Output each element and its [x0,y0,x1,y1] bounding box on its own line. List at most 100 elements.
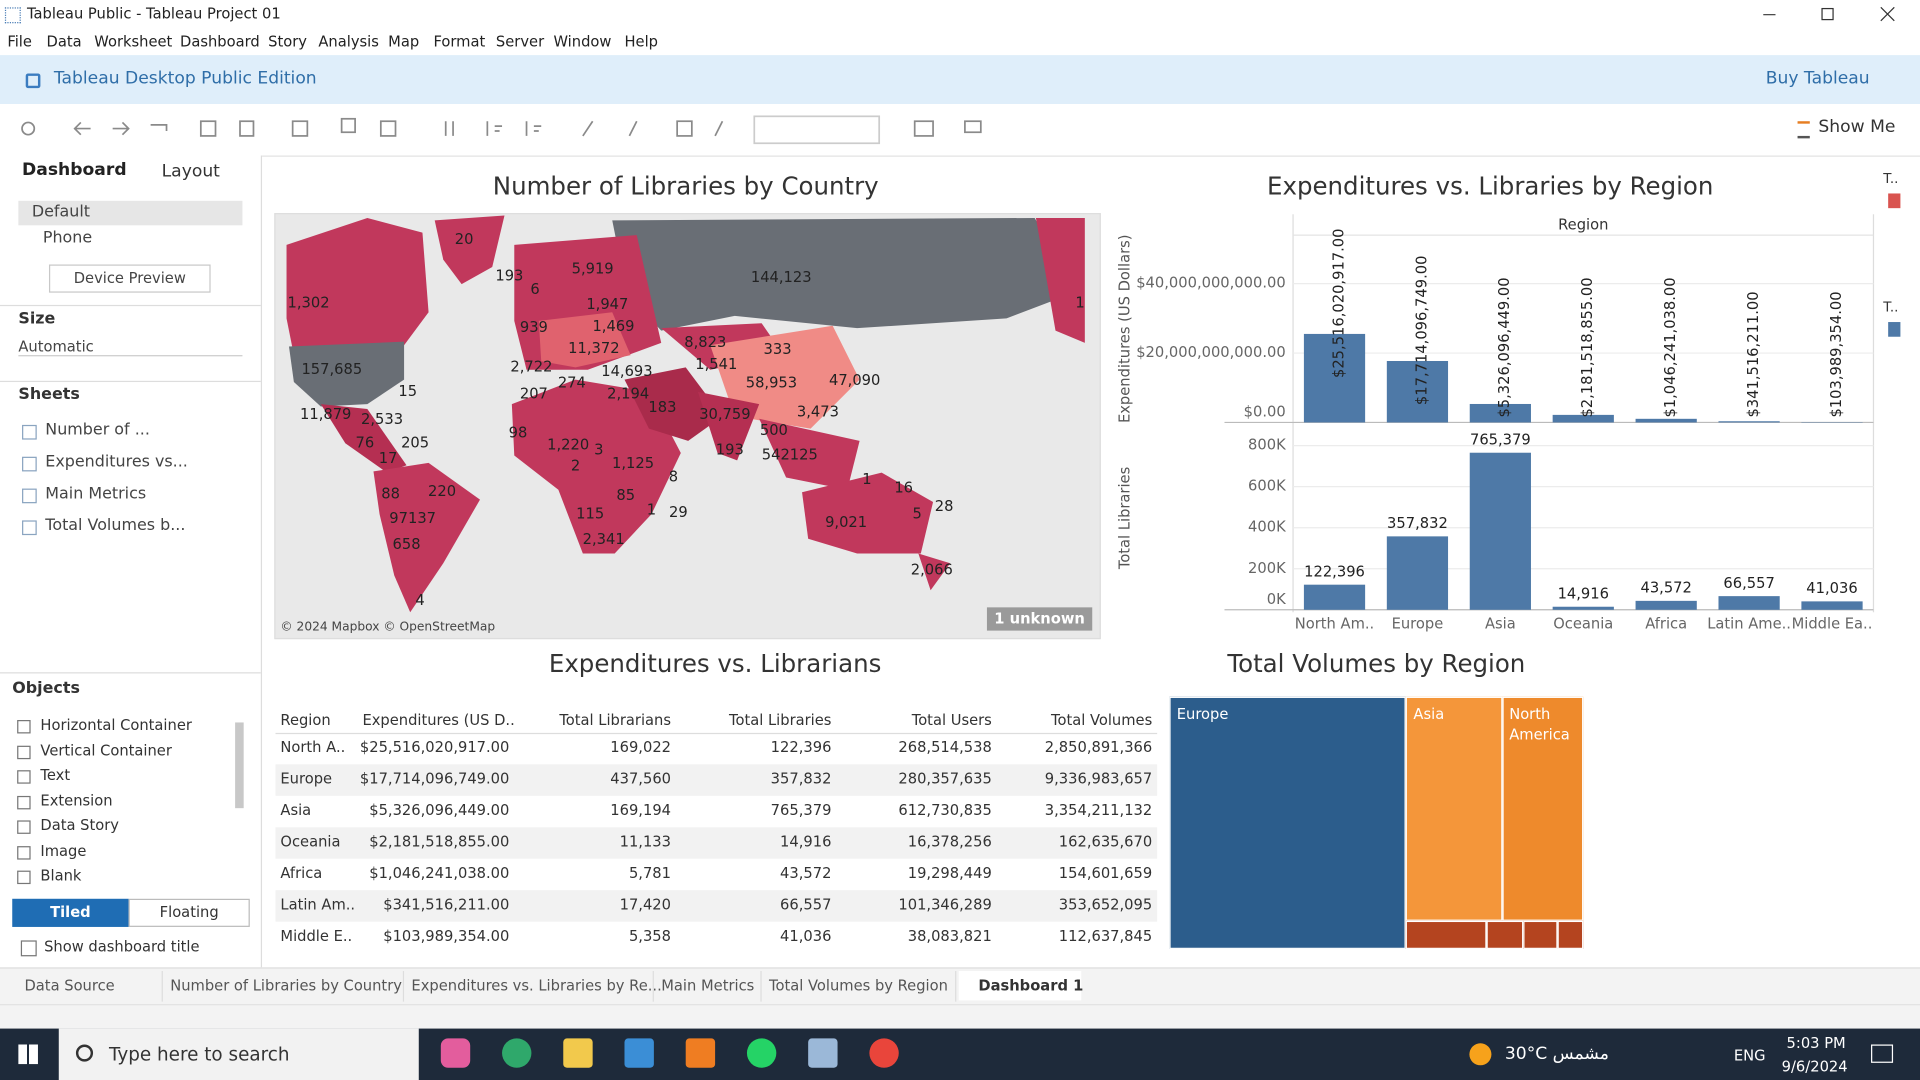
map-label: 6 [530,281,539,298]
menu-item[interactable]: Story [268,33,307,51]
object-item[interactable]: Blank [40,866,82,885]
table-cell: $25,516,020,917.00 [360,739,510,756]
redo-icon[interactable] [112,121,130,136]
object-item[interactable]: Vertical Container [40,741,172,759]
app-icon[interactable] [685,1038,716,1068]
notifications[interactable] [1871,1044,1894,1063]
menu-item[interactable]: Worksheet [94,33,173,51]
table-cell: 612,730,835 [898,802,991,819]
clear-icon[interactable] [379,120,397,137]
country [802,472,934,554]
app-icon[interactable] [563,1038,593,1068]
restore-button[interactable] [1821,7,1834,21]
divider [0,304,261,307]
app-icon[interactable] [746,1038,777,1068]
buy-link[interactable]: Buy Tableau [1765,68,1870,89]
pin-icon[interactable] [714,120,724,137]
label-icon[interactable] [676,120,693,137]
swap-icon[interactable] [444,121,454,136]
floating-button[interactable]: Floating [128,898,250,927]
object-icon [17,720,31,734]
menu-item[interactable]: Window [553,33,612,51]
app-icon[interactable] [624,1038,654,1068]
tiled-button[interactable]: Tiled [12,898,129,927]
sheet-item[interactable]: Total Volumes b... [45,516,186,536]
group-icon[interactable] [628,120,638,137]
scrollbar [235,722,244,809]
search-box[interactable] [58,1028,419,1080]
tableau-icon[interactable] [21,121,36,136]
sheet-tab[interactable]: Main Metrics [661,977,755,995]
close-button[interactable] [1880,6,1895,22]
sort-asc-icon[interactable] [486,121,503,136]
app-icon[interactable] [808,1038,838,1068]
bar-value-label: 66,557 [1723,575,1774,592]
duplicate-icon[interactable] [340,117,356,134]
table-cell: 169,022 [610,739,671,756]
app-icon[interactable] [869,1038,899,1068]
menu-item[interactable]: Format [433,33,486,51]
country [612,217,1078,331]
sort-desc-icon[interactable] [525,121,542,136]
panel-tab[interactable]: Dashboard [22,160,127,181]
device-option[interactable]: Phone [42,228,93,248]
highlight-icon[interactable] [582,120,594,137]
object-item[interactable]: Image [40,841,87,859]
undo-icon[interactable] [73,121,91,136]
menu-item[interactable]: Dashboard [180,33,260,51]
app-icon[interactable] [502,1038,532,1068]
panel-tab[interactable]: Layout [161,161,220,182]
sheet-tab[interactable]: Dashboard 1 [978,977,1084,995]
table-cell: 11,133 [620,834,671,851]
cards-icon[interactable] [913,120,934,137]
show-me-icon [1797,121,1810,139]
bar-value-label: $25,516,020,917.00 [1330,229,1347,379]
x-tick-label: Oceania [1553,615,1613,632]
column-header: Region [280,712,330,729]
sheet-tab[interactable]: Data Source [24,977,115,995]
object-item[interactable]: Data Story [40,816,119,834]
country [697,391,760,461]
title-bar [0,0,1920,30]
size-dropdown[interactable]: Automatic [18,338,243,357]
sheet-item[interactable]: Number of ... [45,421,150,440]
sheet-item[interactable]: Expenditures vs... [45,453,188,472]
sheet-tab[interactable]: Expenditures vs. Libraries by Re... [411,977,662,995]
new-source-icon[interactable] [239,120,255,137]
menu-item[interactable]: Server [495,33,545,51]
map-label: 15 [398,383,417,400]
sheet-item[interactable]: Main Metrics [45,484,147,504]
x-tick-label: Latin Ame.. [1707,615,1791,632]
menu-item[interactable]: Help [624,33,658,51]
sheet-tab[interactable]: Number of Libraries by Country [170,977,402,995]
fit-dropdown[interactable] [753,115,881,145]
presentation-icon[interactable] [964,120,982,134]
checkbox[interactable] [20,940,37,957]
device-option[interactable]: Default [31,203,91,222]
menu-item[interactable]: Analysis [318,33,379,51]
map-label: 1 [647,502,656,519]
object-item[interactable]: Horizontal Container [40,716,192,734]
save-icon[interactable] [199,120,217,137]
sheet-tab[interactable]: Total Volumes by Region [768,977,948,995]
app-icon[interactable] [440,1038,471,1068]
sheet-icon [22,488,37,504]
map-title: Number of Libraries by Country [493,171,879,200]
object-item[interactable]: Text [40,766,71,784]
show-me-button[interactable]: Show Me [1818,117,1896,138]
replay-icon[interactable] [150,124,168,132]
menu-item[interactable]: File [7,33,32,51]
map-label: 20 [455,231,474,248]
menu-item[interactable]: Data [46,33,82,51]
new-sheet-icon[interactable] [291,120,309,137]
object-item[interactable]: Extension [40,791,113,809]
table-cell: 101,346,289 [898,897,991,914]
country [434,215,505,285]
bar [1469,403,1531,423]
menu-item[interactable]: Map [388,33,420,51]
bar [1552,606,1614,610]
start-button[interactable] [18,1044,38,1065]
device-preview-button[interactable]: Device Preview [48,264,211,293]
bar [1303,333,1366,423]
x-tick-label: Africa [1645,615,1687,632]
